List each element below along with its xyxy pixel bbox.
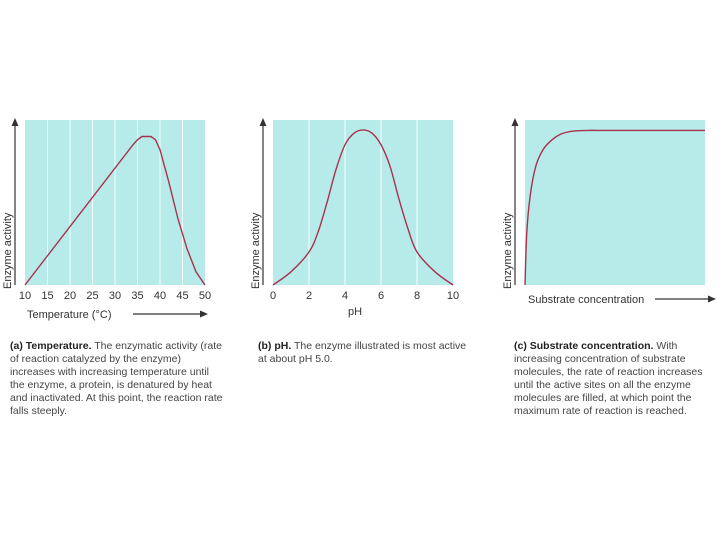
y-axis-label: Enzyme activity (250, 212, 262, 289)
series-line (524, 129, 705, 286)
chart-ph: Enzyme activity 0 2 4 6 8 10 pH (250, 110, 461, 320)
y-axis-arrowhead (259, 118, 267, 126)
chart-temperature: Enzyme activity 10 15 20 25 30 35 40 45 50 Tempera… (2, 110, 213, 321)
x-tick-label: 15 (41, 290, 53, 302)
caption-substrate-body: With increasing concentration of substra… (514, 340, 703, 417)
x-axis-label: pH (348, 306, 362, 318)
x-tick-label: 35 (131, 290, 143, 302)
caption-temperature-body: The enzymatic activity (rate of reaction… (10, 340, 223, 417)
caption-substrate: (c) Substrate concentration. With increa… (514, 340, 714, 418)
caption-substrate-title: (c) Substrate concentration. (514, 340, 654, 352)
x-tick-label: 25 (86, 290, 98, 302)
chart-ph-svg: Enzyme activity 0 2 4 6 8 10 pH (250, 118, 459, 318)
x-tick-label: 4 (342, 290, 348, 302)
x-axis-label: Temperature (°C) (27, 309, 111, 321)
plot-area (525, 120, 705, 285)
x-tick-label: 30 (109, 290, 121, 302)
caption-ph: (b) pH. The enzyme illustrated is most a… (258, 340, 473, 366)
x-tick-label: 40 (154, 290, 166, 302)
chart-temperature-svg: Enzyme activity 10 15 20 25 30 35 40 45 50 Tempera… (2, 118, 211, 321)
x-tick-label: 0 (270, 290, 276, 302)
x-tick-label: 2 (306, 290, 312, 302)
x-tick-label: 10 (447, 290, 459, 302)
x-tick-label: 45 (176, 290, 188, 302)
x-tick-label: 10 (19, 290, 31, 302)
caption-ph-body: The enzyme illustrated is most active at… (258, 340, 467, 365)
x-axis-arrowhead (708, 295, 716, 303)
y-axis-arrowhead (11, 118, 19, 126)
y-axis-label: Enzyme activity (502, 212, 514, 289)
chart-substrate-svg: Enzyme activity Substrate concentration (502, 118, 716, 306)
series-line (24, 135, 206, 286)
chart-substrate: Enzyme activity Substrate concentration (502, 110, 716, 320)
y-axis-label: Enzyme activity (2, 212, 14, 289)
x-tick-label: 8 (414, 290, 420, 302)
series-line (272, 129, 454, 286)
caption-temperature: (a) Temperature. The enzymatic activity … (10, 340, 225, 418)
plot-area (273, 120, 453, 285)
caption-temperature-title: (a) Temperature. (10, 340, 92, 352)
x-axis-arrowhead (200, 310, 208, 318)
x-axis-label: Substrate concentration (528, 294, 644, 306)
x-tick-label: 20 (64, 290, 76, 302)
y-axis-arrowhead (511, 118, 519, 126)
x-tick-label: 6 (378, 290, 384, 302)
x-tick-label: 50 (199, 290, 211, 302)
caption-ph-title: (b) pH. (258, 340, 292, 352)
